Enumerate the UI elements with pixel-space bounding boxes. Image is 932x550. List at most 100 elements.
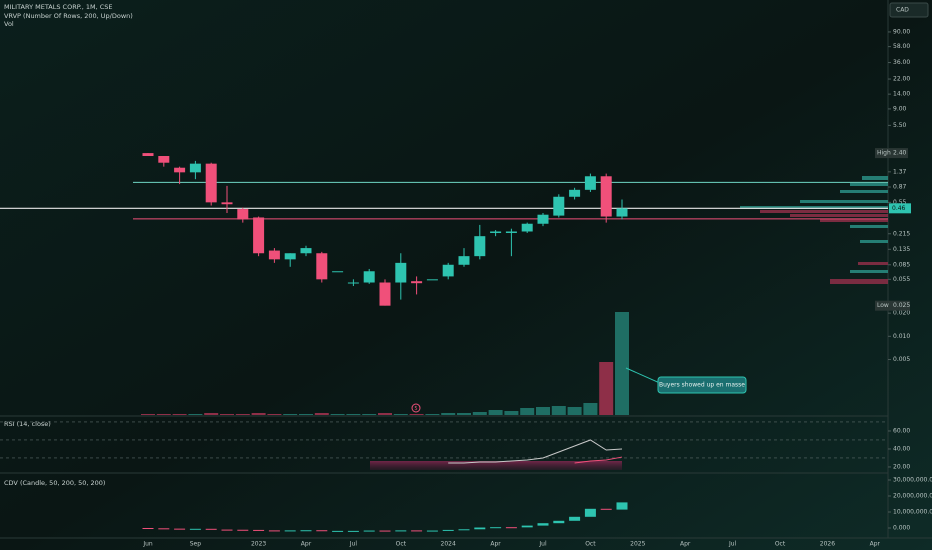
low-label: Low — [877, 302, 889, 309]
candle-body — [505, 231, 517, 233]
annotation-pointer — [625, 367, 663, 385]
candle-body — [205, 163, 217, 203]
candle-body — [553, 196, 565, 216]
cdv-candle — [332, 530, 344, 532]
low-value: 0.025 — [893, 302, 910, 309]
y-tick-label: 9.00 — [893, 105, 907, 112]
cdv-title: CDV (Candle, 50, 200, 50, 200) — [4, 479, 105, 487]
volume-bar — [425, 414, 440, 415]
cdv-candle — [600, 508, 612, 510]
annotation-box — [657, 376, 747, 394]
volume-bar — [536, 407, 550, 415]
y-tick-label: 58.00 — [893, 43, 910, 50]
volume-bar — [314, 413, 329, 415]
volume-bar — [172, 414, 187, 415]
high-label: High — [877, 150, 891, 157]
y-tick-label: 36.00 — [893, 59, 910, 66]
cdv-candle — [142, 528, 154, 529]
volume-bar — [583, 403, 598, 415]
x-tick-label: 2023 — [251, 541, 266, 548]
volume-bar — [188, 414, 203, 415]
volume-bar — [567, 407, 582, 415]
x-tick-label: 2026 — [820, 541, 835, 548]
candle-body — [442, 264, 454, 277]
volume-bar — [378, 413, 392, 415]
y-tick-label: 14.00 — [893, 91, 910, 98]
volume-bar — [156, 414, 171, 415]
cdv-candle — [363, 530, 375, 532]
volume-bar — [220, 414, 234, 415]
candle-body — [584, 176, 596, 190]
volume-bar — [441, 413, 456, 415]
y-tick-label: 1.37 — [893, 168, 907, 175]
candle-body — [142, 153, 154, 157]
cdv-candle — [268, 530, 280, 532]
x-tick-label: Apr — [680, 541, 691, 548]
cdv-candle — [347, 530, 359, 532]
x-tick-label: Sep — [190, 541, 202, 548]
cdv-candle — [616, 502, 628, 510]
x-tick-label: 2025 — [630, 541, 645, 548]
x-tick-label: Apr — [490, 541, 501, 548]
volume-bar — [299, 414, 313, 415]
volume-bar — [235, 414, 250, 415]
volume-bar — [283, 414, 298, 415]
currency: CAD — [896, 7, 909, 14]
y-tick-label: 0.085 — [893, 261, 910, 268]
currency-box[interactable] — [889, 2, 929, 18]
x-tick-label: Oct — [585, 541, 596, 548]
x-tick-label: Jul — [349, 541, 358, 548]
volume-bar — [551, 406, 566, 415]
cdv-tick-label: 10,000,000.00 — [893, 509, 932, 516]
high-box — [875, 148, 908, 159]
rsi-line — [574, 456, 623, 464]
indicator-label: Vol — [4, 20, 14, 28]
event-icon[interactable] — [411, 403, 421, 413]
cdv-candle — [253, 529, 265, 531]
volume-bar — [330, 414, 345, 415]
y-tick-label: 0.215 — [893, 230, 910, 237]
volume-bar — [599, 362, 614, 415]
candle-body — [569, 189, 581, 197]
volume-bar — [141, 414, 155, 415]
cdv-candle — [411, 530, 423, 532]
cdv-candle — [584, 508, 596, 517]
volume-bar — [204, 413, 219, 415]
cdv-candle — [379, 530, 391, 532]
candle-body — [268, 250, 280, 260]
x-tick-label: Jun — [142, 541, 153, 548]
cdv-candle — [569, 516, 581, 521]
volume-bar — [251, 413, 266, 415]
volume-bar — [472, 412, 487, 415]
cdv-tick-label: 30,000,000.00 — [893, 477, 932, 484]
candle-body — [426, 279, 438, 281]
y-tick-label: 0.55 — [893, 199, 907, 206]
cdv-candle — [490, 527, 502, 529]
volume-bar — [488, 410, 503, 415]
y-tick-label: 0.010 — [893, 333, 910, 340]
candle-body — [253, 217, 265, 254]
cdv-candle — [300, 530, 312, 532]
cdv-tick-label: 0.000 — [893, 525, 910, 532]
volume-profile — [740, 176, 888, 284]
cdv-candle — [458, 529, 470, 531]
candle-body — [237, 209, 249, 220]
x-tick-label: Apr — [301, 541, 312, 548]
rsi-tick-label: 20.00 — [893, 463, 910, 470]
y-tick-label: 0.020 — [893, 310, 910, 317]
cdv-candle — [158, 528, 170, 530]
annotation-text: Buyers showed up en masse — [659, 382, 745, 389]
volume-bar — [362, 414, 377, 415]
candle-body — [332, 271, 344, 273]
cdv-candle — [316, 530, 328, 532]
last-price-label: 0.46 — [892, 205, 906, 212]
y-tick-label: 5.50 — [893, 122, 907, 129]
candle-body — [600, 176, 612, 217]
volume-bar — [346, 414, 361, 415]
cdv-candle — [474, 527, 486, 530]
x-tick-label: 2024 — [441, 541, 456, 548]
candle-body — [474, 236, 486, 257]
rsi-line — [448, 439, 623, 464]
y-tick-label: 0.135 — [893, 246, 910, 253]
